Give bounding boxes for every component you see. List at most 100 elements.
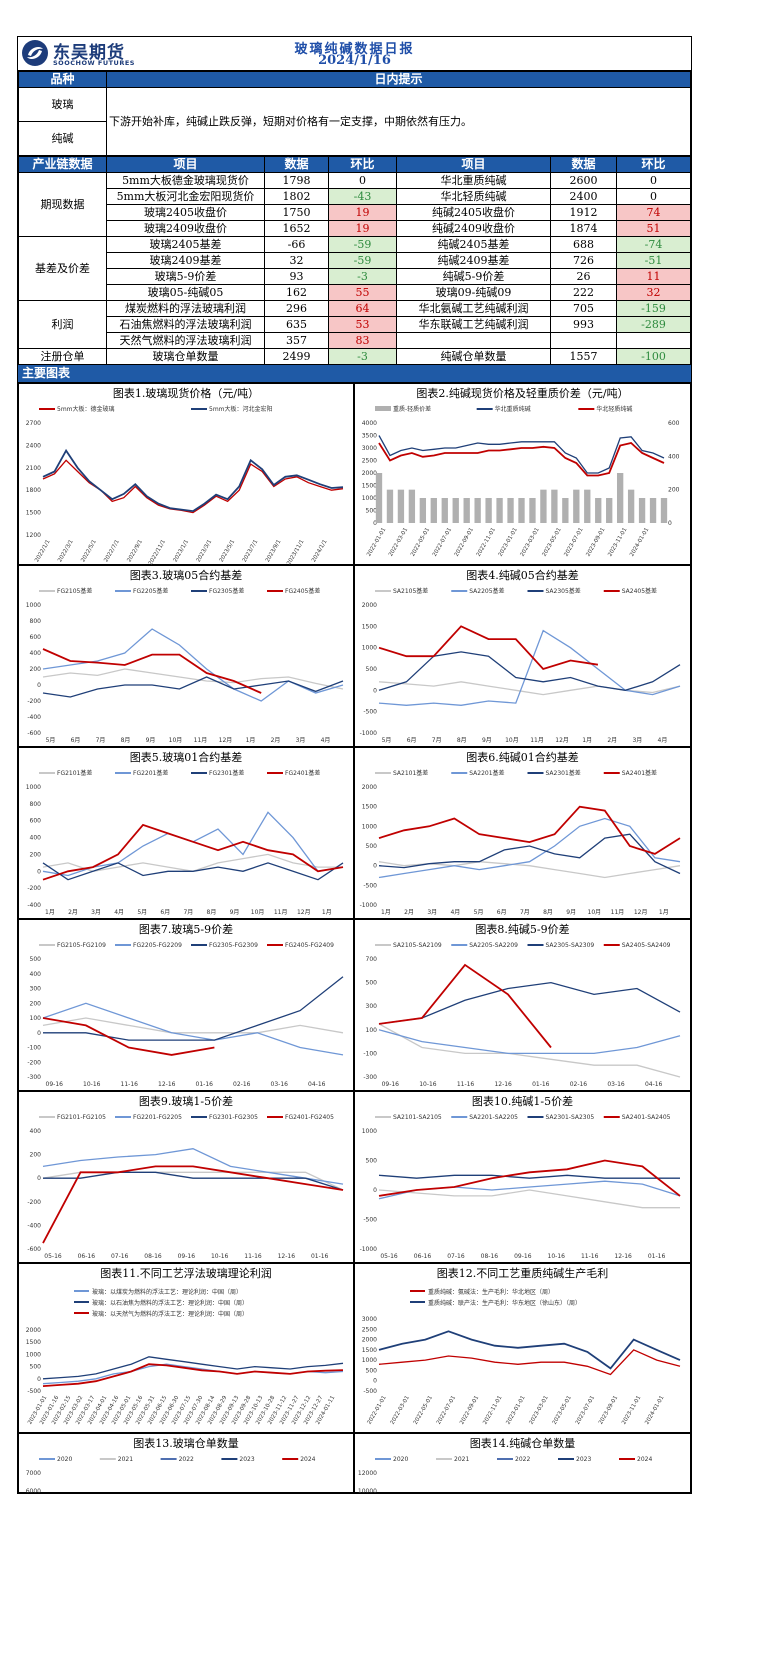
series-line [43,1171,344,1191]
table-item-cell [396,332,551,349]
table-row: 5mm大板河北金宏阳现货价 1802 -43 华北轻质纯碱 2400 0 [19,188,691,205]
table-header-3: 环比 [328,156,397,173]
x-tick-label: 08-16 [144,1253,162,1260]
legend-label: 玻璃：以天然气为燃料的浮法工艺：理论利润：中国（周） [92,1310,248,1318]
x-tick-label: 10-16 [211,1253,229,1260]
chart-panel-4: 图表4.纯碱05合约基差 SA2105基差 SA2205基差 SA2305基差 SA24… [354,565,691,747]
table-value-cell: 93 [264,268,329,285]
series-line [42,648,262,694]
x-tick-label: 04-16 [645,1081,663,1088]
y-tick-label: 1000 [26,1351,41,1358]
series-line [42,1165,344,1244]
x-tick-label: 2022-09-01 [459,1395,480,1426]
y-tick-label: 300 [30,986,42,993]
chart-svg: FG2101基差 FG2201基差 FG2301基差 FG2401基差 1000 800 6… [26,769,344,916]
x-tick-label: 2023/3/1 [196,539,214,563]
table-group-label: 利润 [18,300,107,349]
y2-tick-label: 600 [668,420,680,427]
bar-mark [529,498,536,523]
table-item-cell: 玻璃05-纯碱05 [106,284,265,301]
x-tick-label: 7月 [520,909,530,916]
x-tick-label: 2023-09-01 [585,527,606,558]
chart-panel-6: 图表6.纯碱01合约基差 SA2101基差 SA2201基差 SA2301基差 SA24… [354,747,691,919]
y-tick-label: 1000 [362,1128,377,1135]
x-tick-label: 3月 [91,909,101,916]
y-tick-label: 800 [30,618,42,625]
x-tick-label: 4月 [658,737,668,744]
legend-label: SA2201基差 [469,769,504,777]
y-tick-label: 100 [366,1027,378,1034]
table-change-cell: 0 [616,188,691,205]
chart-svg: SA2101-SA2105 SA2201-SA2205 SA2301-SA2305 S… [360,1114,681,1260]
x-tick-label: 11月 [194,737,208,744]
y-tick-label: 0 [37,1030,41,1037]
x-tick-label: 2022-07-01 [436,1395,457,1426]
x-tick-label: 6月 [160,909,170,916]
y-tick-label: 700 [366,956,378,963]
chart-svg: 2020 2021 2022 2023 2024 7000 6000 [26,1456,316,1493]
series-line [378,1189,680,1209]
y-tick-label: -100 [363,1050,377,1057]
y-tick-label: 1000 [362,645,377,652]
table-change-cell: -3 [328,268,397,285]
y-tick-label: 1000 [26,602,41,609]
chart-svg: 玻璃：以煤炭为燃料的浮法工艺：理论利润：中国（周） 玻璃：以石油焦为燃料的浮法工艺… [26,1288,344,1426]
chart-title: 图表12.不同工艺重质纯碱生产毛利 [436,1267,609,1280]
legend-label: FG2205基差 [133,587,168,595]
x-tick-label: 11月 [611,909,625,916]
legend-label: 重质纯碱：联产法：生产毛利：华东地区（徐山东）（周） [428,1299,581,1307]
table-change-cell: 64 [328,300,397,317]
table-change-cell: -159 [616,300,691,317]
series-line [378,629,681,706]
table-item-cell: 华北重质纯碱 [396,172,551,189]
table-row: 玻璃2409基差 32 -59 纯碱2409基差 726 -51 [19,252,691,269]
table-item-cell: 纯碱5-9价差 [396,268,551,285]
y2-tick-label: 400 [668,453,680,460]
brand-logo: 东吴期货 SOOCHOW FUTURES [21,39,151,68]
y-tick-label: 1500 [26,1339,41,1346]
table-header-1: 项目 [106,156,265,173]
table-change-cell: 55 [328,284,397,301]
x-tick-label: 02-16 [570,1081,588,1088]
x-tick-label: 8月 [207,909,217,916]
series-line [42,676,344,698]
tips-table: 品种 日内提示 玻璃 下游开始补库，纯碱止跌反弹，短期对价格有一定支撑，中期依然… [18,71,691,156]
series-line [42,1363,344,1387]
table-value-cell: 2400 [550,188,617,205]
x-tick-label: 09-16 [514,1253,532,1260]
x-tick-label: 12-16 [614,1253,632,1260]
table-change-cell: -3 [328,348,397,365]
x-tick-label: 5月 [474,909,484,916]
x-tick-label: 9月 [230,909,240,916]
x-tick-label: 12月 [219,737,233,744]
table-value-cell: 162 [264,284,329,301]
bar-mark [584,489,591,523]
table-change-cell [616,332,691,349]
tips-col-variety: 品种 [18,71,107,88]
chart-panel-1: 图表1.玻璃现货价格（元/吨） 5mm大板：德金玻璃 5mm大板：河北金宏阳 2700… [18,383,354,565]
x-tick-label: 5月 [382,737,392,744]
table-item-cell: 纯碱2409基差 [396,252,551,269]
x-tick-label: 5月 [137,909,147,916]
table-change-cell: 83 [328,332,397,349]
y-tick-label: -500 [363,882,377,889]
table-row: 石油焦燃料的浮法玻璃利润 635 53 华东联碱工艺纯碱利润 993 -289 [19,316,691,333]
x-tick-label: 8月 [121,737,131,744]
y-tick-label: -400 [27,902,41,909]
legend-label: 重质纯碱：氨碱法：生产毛利：华北地区（周） [428,1288,554,1296]
tips-text: 下游开始补库，纯碱止跌反弹，短期对价格有一定支撑，中期依然有压力。 [106,87,691,156]
y-tick-label: 400 [30,650,42,657]
y-tick-label: 6000 [26,1488,41,1493]
bar-mark [408,489,416,523]
x-tick-label: 2023-05-01 [552,1395,573,1426]
table-change-cell: -43 [328,188,397,205]
y-tick-label: -200 [27,885,41,892]
table-item-cell: 玻璃2405收盘价 [106,204,265,221]
chart-title: 图表5.玻璃01合约基差 [129,751,243,764]
chart-svg: 2020 2021 2022 2023 2024 12000 10000 [358,1456,653,1493]
y-tick-label: 2000 [26,1327,41,1334]
legend-label: 2022 [515,1456,530,1463]
x-tick-label: 1月 [582,737,592,744]
table-item-cell: 纯碱2405基差 [396,236,551,253]
x-tick-label: 12-16 [278,1253,296,1260]
